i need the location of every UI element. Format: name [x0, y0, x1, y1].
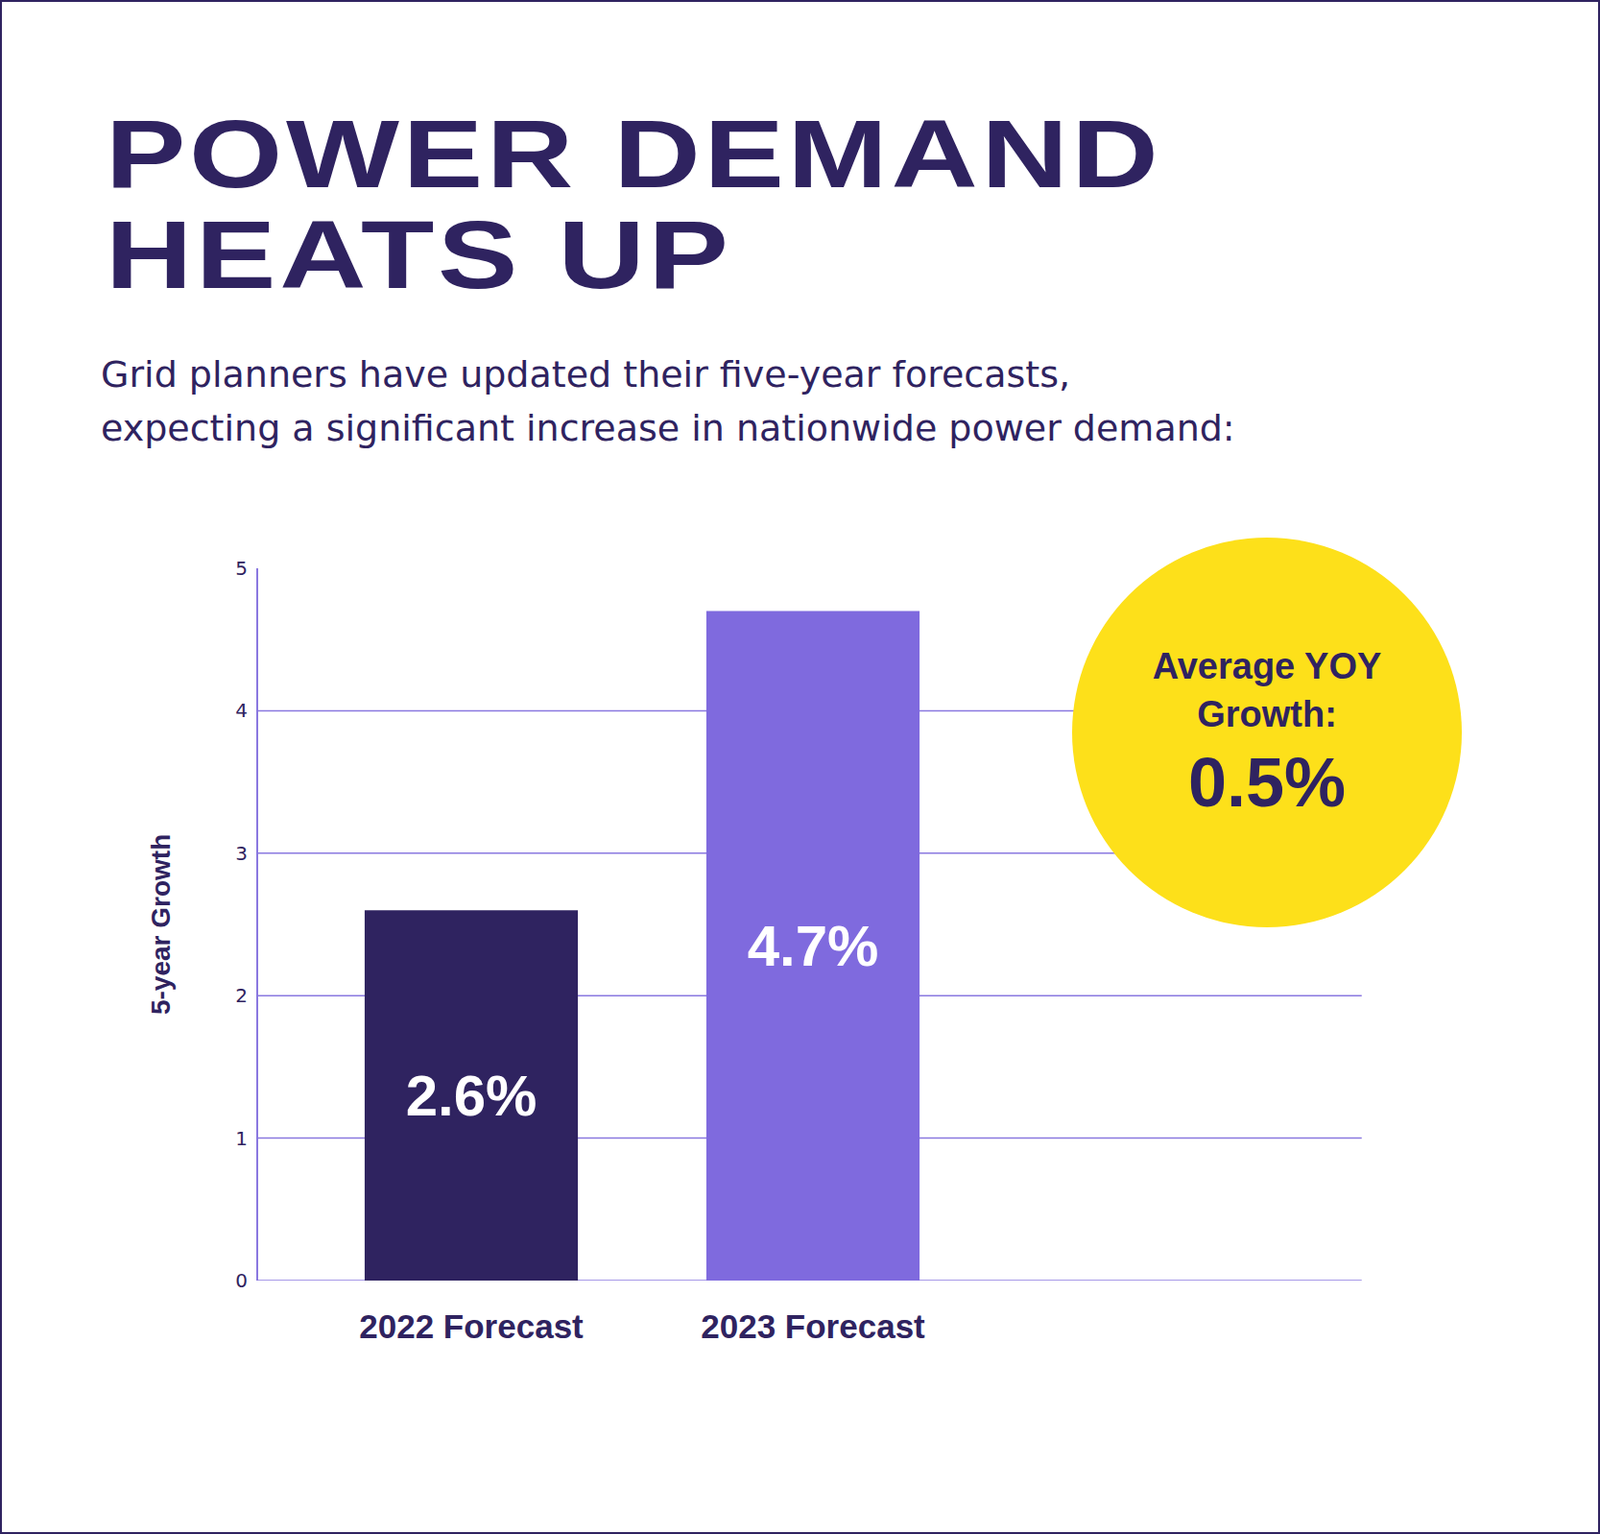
svg-text:4.7%: 4.7%: [747, 913, 880, 979]
svg-text:0: 0: [235, 1268, 248, 1292]
html-text:HEATS UP: HEATS UP: [105, 200, 733, 309]
html-text:expecting a significant increa: expecting a significant increase in nati…: [100, 406, 1235, 450]
html-text:0.5%: 0.5%: [1188, 743, 1346, 821]
svg-text:5: 5: [235, 556, 248, 580]
svg-text:2: 2: [235, 983, 248, 1007]
svg-text:1: 1: [235, 1126, 248, 1150]
html-text:Average YOY: Average YOY: [1152, 645, 1382, 687]
html-text:Growth:: Growth:: [1197, 693, 1337, 735]
svg-text:4: 4: [235, 698, 248, 722]
svg-text:2023 Forecast: 2023 Forecast: [700, 1307, 926, 1345]
html-text:POWER DEMAND: POWER DEMAND: [105, 99, 1162, 208]
svg-text:5-year Growth: 5-year Growth: [145, 834, 176, 1015]
svg-text:2022 Forecast: 2022 Forecast: [358, 1307, 584, 1345]
html-text:Grid planners have updated the: Grid planners have updated their five-ye…: [100, 353, 1071, 396]
svg-text:3: 3: [235, 841, 248, 865]
svg-text:2.6%: 2.6%: [405, 1063, 538, 1128]
